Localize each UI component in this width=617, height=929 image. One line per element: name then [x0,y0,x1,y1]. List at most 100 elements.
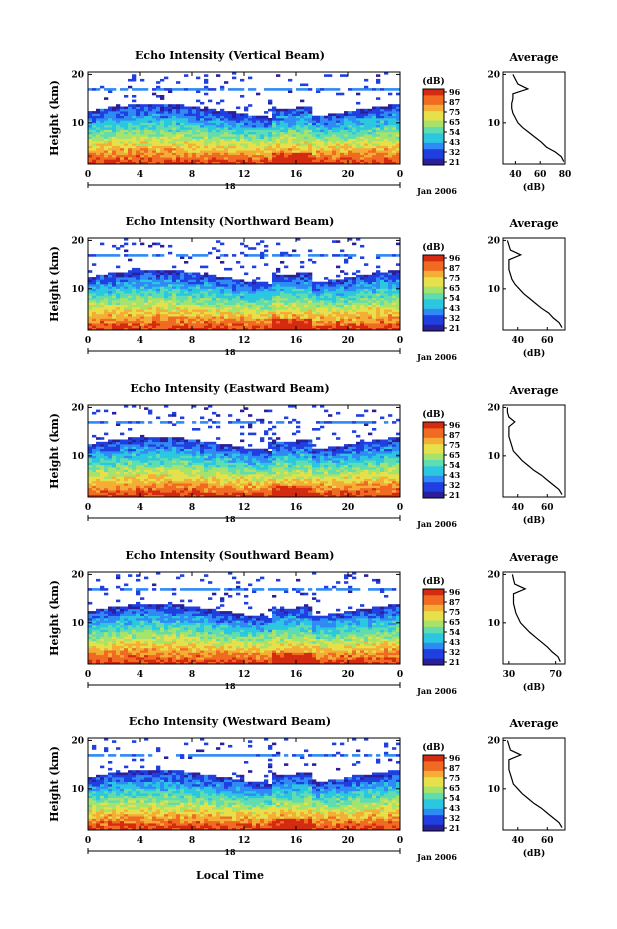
heatmap-cell [136,323,141,326]
heatmap-cell [396,242,401,246]
heatmap-cell [184,455,189,459]
heatmap-cell [132,293,137,296]
heatmap-cell [92,300,97,303]
heatmap-cell [204,111,209,114]
heatmap-cell [148,157,153,160]
heatmap-cell [324,74,329,77]
heatmap-cell [132,141,137,144]
heatmap-cell [336,152,341,156]
heatmap-cell [228,127,233,130]
heatmap-cell [380,279,385,282]
heatmap-cell [284,323,289,326]
heatmap-cell [348,124,353,128]
heatmap-cell [392,284,397,287]
heatmap-cell [384,311,389,315]
average-frame [502,71,566,165]
heatmap-cell [200,444,205,447]
heatmap-cell [124,113,129,116]
heatmap-cell [124,462,129,466]
heatmap-cell [336,115,341,119]
heatmap-cell [244,272,249,276]
heatmap-cell [152,320,157,324]
heatmap-cell [388,295,393,299]
heatmap-cell [160,113,165,116]
heatmap-cell [372,277,377,280]
heatmap-cell [148,316,153,319]
heatmap-cell [388,145,393,149]
heatmap-cell [120,316,125,319]
heatmap-cell [220,157,225,160]
heatmap-cell [276,320,281,324]
heatmap-cell [96,325,101,328]
heatmap-cell [280,145,285,149]
heatmap-cell [376,309,381,312]
heatmap-cell [168,311,173,315]
heatmap-cell [204,254,209,257]
heatmap-cell [312,138,317,142]
heatmap-cell [376,124,381,128]
heatmap-cell [156,115,161,119]
heatmap-cell [288,274,293,278]
heatmap-cell [316,134,321,137]
heatmap-cell [92,483,97,486]
heatmap-cell [96,309,101,312]
heatmap-cell [204,152,209,156]
heatmap [88,405,401,498]
heatmap-cell [136,147,141,151]
heatmap-cell [220,304,225,308]
heatmap-cell [296,161,301,165]
heatmap-cell [176,254,181,257]
heatmap-cell [264,115,269,119]
heatmap-cell [288,311,293,315]
heatmap-cell [324,159,329,162]
heatmap-cell [344,145,349,149]
heatmap-cell [188,143,193,146]
colorbar-swatch [423,104,444,109]
heatmap-cell [340,313,345,317]
heatmap-cell [392,281,397,285]
heatmap-cell [396,152,401,156]
heatmap-cell [192,325,197,328]
heatmap-cell [216,136,221,139]
heatmap-cell [220,307,225,310]
heatmap-cell [92,254,97,257]
heatmap-cell [100,462,105,466]
heatmap-cell [132,145,137,149]
heatmap-cell [112,277,117,280]
heatmap-cell [156,467,161,470]
heatmap-cell [132,467,137,470]
heatmap-cell [172,300,177,303]
heatmap-cell [340,141,345,144]
heatmap-cell [156,304,161,308]
heatmap-cell [140,318,145,322]
heatmap-cell [192,145,197,149]
heatmap-cell [324,304,329,308]
heatmap-cell [352,284,357,287]
heatmap-cell [240,78,245,82]
heatmap-cell [376,307,381,310]
heatmap-cell [92,457,97,461]
heatmap-cell [116,138,121,142]
heatmap-cell [120,272,125,276]
heatmap-cell [396,288,401,292]
heatmap-cell [124,474,129,477]
heatmap-cell [216,113,221,116]
heatmap-cell [396,161,401,165]
heatmap-cell [332,138,337,142]
heatmap-cell [180,480,185,484]
heatmap-cell [328,161,333,165]
heatmap-cell [156,290,161,294]
heatmap-cell [204,272,209,276]
heatmap-cell [232,154,237,158]
heatmap-cell [148,485,153,489]
heatmap-cell [184,147,189,151]
heatmap-cell [136,88,141,91]
heatmap-cell [292,309,297,312]
heatmap-cell [116,279,121,282]
heatmap-cell [180,129,185,133]
heatmap-cell [184,453,189,456]
heatmap-cell [88,154,93,158]
heatmap-cell [308,147,313,151]
heatmap-cell [204,288,209,292]
heatmap-cell [360,277,365,280]
